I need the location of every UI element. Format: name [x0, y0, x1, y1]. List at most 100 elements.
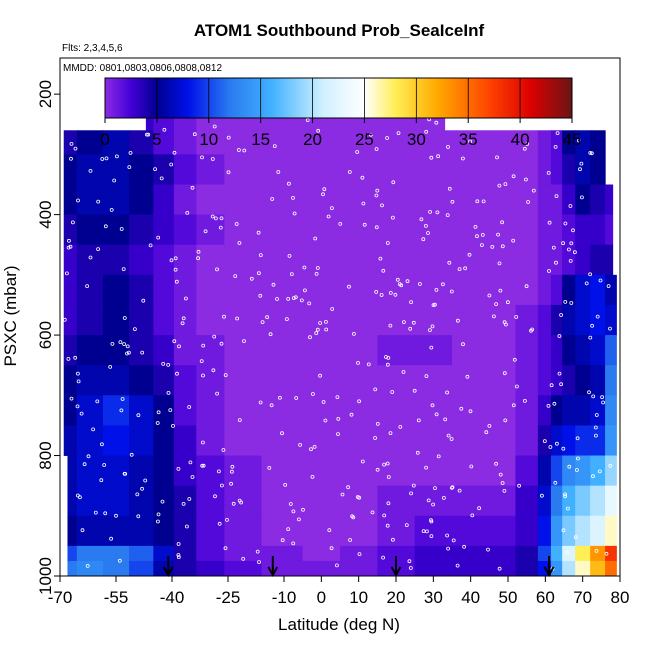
x-axis: -70 -55 -40 -25 -10 0 10 20 30 40 50 60 70 80 — [48, 576, 629, 607]
observation-point — [426, 498, 431, 503]
heat-cell — [153, 274, 175, 306]
heat-cell — [173, 184, 197, 216]
observation-point — [302, 288, 307, 293]
observation-point — [469, 464, 474, 469]
heat-cell — [129, 214, 154, 246]
heat-cell — [485, 214, 517, 246]
observation-point — [441, 495, 446, 500]
observation-point — [357, 399, 362, 404]
heat-cell — [414, 455, 453, 487]
observation-point — [385, 136, 390, 140]
observation-point — [336, 432, 340, 437]
heat-cell — [537, 130, 552, 155]
observation-point — [217, 521, 222, 526]
observation-point — [561, 241, 565, 246]
heat-cell — [562, 244, 576, 276]
heat-cell — [63, 184, 78, 216]
heat-cell — [67, 545, 78, 562]
x-tick-label: 10 — [349, 588, 368, 607]
heat-cell — [340, 274, 378, 306]
observation-point — [211, 368, 216, 373]
observation-point — [395, 277, 400, 282]
heat-cell — [102, 244, 130, 276]
colorbar-gradient — [104, 77, 573, 119]
heat-cell — [575, 274, 591, 306]
heat-cell — [129, 560, 154, 577]
heat-cell — [153, 515, 175, 547]
observation-point — [446, 546, 451, 551]
observation-point — [309, 447, 313, 452]
heat-cell — [414, 214, 453, 246]
observation-point — [122, 342, 126, 347]
heat-cell — [102, 455, 130, 487]
observation-point — [125, 351, 129, 356]
observation-point — [382, 513, 387, 518]
observation-point — [440, 282, 445, 287]
observation-point — [450, 485, 455, 490]
observation-point — [608, 463, 613, 468]
observation-point — [161, 361, 166, 366]
heat-cell — [224, 304, 263, 336]
heat-cell — [485, 184, 517, 216]
observation-point — [155, 421, 160, 425]
heat-cell — [414, 130, 453, 155]
observation-point — [512, 357, 517, 362]
heat-cell — [537, 515, 552, 547]
observation-point — [188, 460, 193, 465]
heat-cell — [377, 335, 416, 366]
x-tick-label: 0 — [317, 588, 326, 607]
heat-cell — [562, 154, 576, 185]
observation-point — [234, 222, 239, 226]
observation-point — [388, 290, 393, 295]
heat-cell — [261, 545, 304, 562]
observation-point — [236, 148, 241, 152]
heat-cell — [452, 560, 487, 577]
observation-point — [268, 332, 273, 337]
observation-point — [559, 313, 563, 317]
heat-cell — [196, 154, 225, 185]
heat-cell — [562, 184, 576, 216]
observation-point — [379, 293, 384, 297]
observation-point — [561, 446, 566, 451]
observation-point — [215, 391, 220, 396]
heat-cell — [173, 274, 197, 306]
heat-cell — [515, 244, 539, 276]
heat-cell — [485, 274, 517, 306]
heat-cell — [173, 304, 197, 336]
observation-point — [86, 454, 91, 459]
heat-cell — [590, 130, 606, 155]
heat-cell — [224, 184, 263, 216]
heat-cell — [340, 244, 378, 276]
heat-cell — [414, 545, 453, 562]
observation-point — [445, 390, 450, 395]
y-axis-label: PSXC (mbar) — [1, 265, 20, 366]
observation-point — [305, 118, 310, 122]
observation-point — [540, 493, 544, 498]
heat-cell — [377, 154, 416, 185]
observation-point — [68, 123, 73, 128]
observation-point — [93, 510, 98, 515]
observation-point — [429, 519, 434, 524]
observation-point — [289, 272, 294, 277]
heat-cell — [173, 515, 197, 547]
x-tick-label: 30 — [424, 588, 443, 607]
observation-point — [577, 138, 581, 143]
heat-cell — [537, 154, 552, 185]
observation-point — [600, 395, 604, 400]
observation-point — [479, 243, 484, 248]
heat-cell — [452, 184, 487, 216]
observation-point — [434, 412, 439, 417]
observation-point — [171, 423, 175, 428]
observation-point — [85, 284, 89, 289]
heat-cell — [67, 515, 78, 547]
heat-cell — [515, 304, 539, 336]
observation-point — [500, 244, 505, 249]
profile-arrow-head — [390, 566, 402, 578]
observation-point — [287, 253, 292, 258]
heat-cell — [414, 304, 453, 336]
heat-cell — [153, 304, 175, 336]
observation-point — [573, 535, 578, 540]
observation-point — [555, 441, 559, 446]
heat-cell — [485, 130, 517, 155]
observation-point — [256, 271, 261, 276]
